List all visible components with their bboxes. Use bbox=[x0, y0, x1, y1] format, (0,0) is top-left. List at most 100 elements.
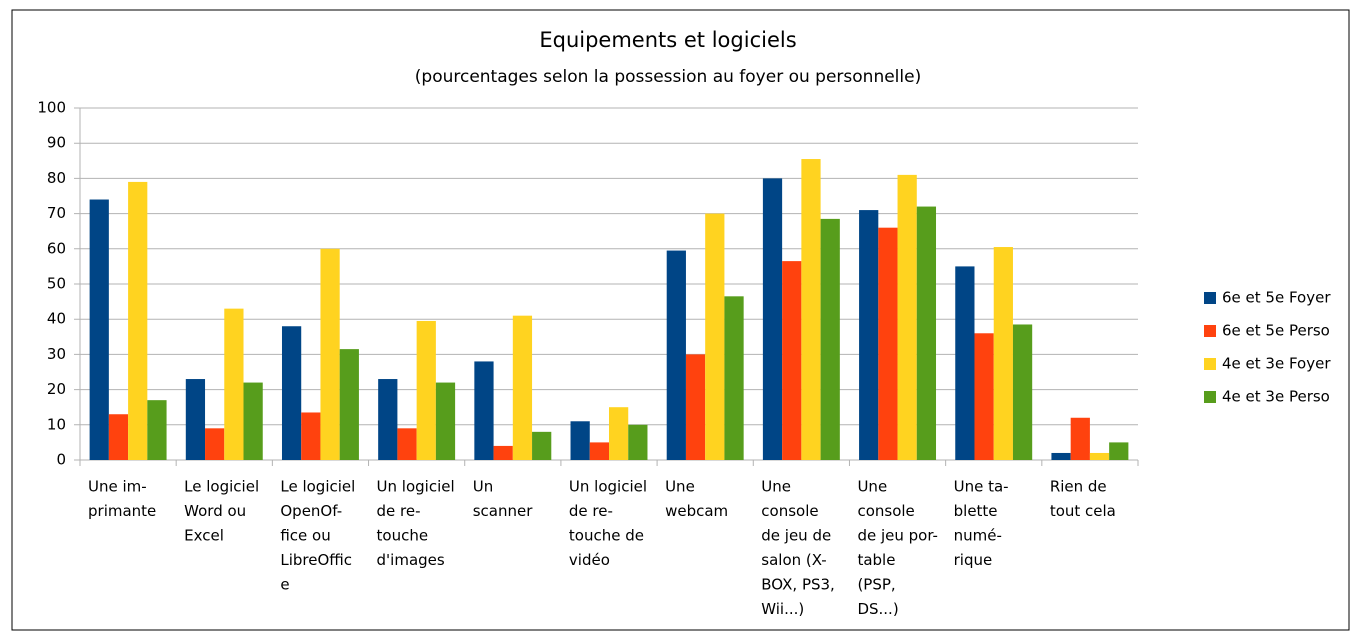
bar bbox=[878, 227, 898, 460]
y-tick-label: 80 bbox=[47, 169, 66, 187]
x-tick-label: table bbox=[857, 551, 895, 569]
bar bbox=[801, 159, 821, 461]
y-tick-label: 70 bbox=[47, 204, 66, 222]
x-tick-label: de jeu por- bbox=[857, 527, 938, 545]
x-tick-label: Une bbox=[857, 478, 887, 496]
bar bbox=[301, 412, 321, 460]
bar bbox=[916, 206, 937, 460]
bar bbox=[589, 442, 609, 460]
x-tick-label: Word ou bbox=[184, 502, 246, 520]
bar bbox=[435, 382, 456, 460]
bar bbox=[859, 210, 879, 460]
x-tick-label: Une ta- bbox=[954, 478, 1009, 496]
legend-label: 4e et 3e Perso bbox=[1222, 388, 1330, 406]
bar bbox=[1109, 442, 1129, 460]
bar bbox=[243, 382, 263, 460]
bar bbox=[1070, 417, 1090, 460]
bar bbox=[320, 248, 340, 460]
bar bbox=[570, 421, 590, 460]
bar bbox=[685, 354, 706, 460]
bar bbox=[281, 326, 302, 460]
bar bbox=[609, 407, 629, 460]
y-tick-label: 40 bbox=[47, 310, 66, 328]
y-tick-label: 90 bbox=[47, 134, 66, 152]
bar bbox=[532, 431, 552, 460]
x-tick-label: Une bbox=[665, 478, 695, 496]
y-tick-label: 20 bbox=[47, 380, 66, 398]
bar bbox=[185, 379, 206, 460]
y-tick-label: 30 bbox=[47, 345, 66, 363]
x-tick-label: de re- bbox=[569, 502, 613, 520]
bar bbox=[416, 320, 436, 460]
chart-subtitle: (pourcentages selon la possession au foy… bbox=[415, 67, 921, 87]
bar bbox=[897, 174, 917, 460]
bar bbox=[378, 379, 398, 460]
x-tick-label: de re- bbox=[377, 502, 421, 520]
x-tick-label: Le logiciel bbox=[184, 478, 259, 496]
x-tick-label: tout cela bbox=[1050, 502, 1116, 520]
x-tick-label: OpenOf- bbox=[280, 502, 342, 520]
bar bbox=[397, 428, 417, 460]
legend-swatch bbox=[1204, 325, 1216, 337]
x-tick-label: Le logiciel bbox=[280, 478, 355, 496]
x-tick-label: primante bbox=[88, 502, 156, 520]
legend-label: 6e et 5e Foyer bbox=[1222, 289, 1331, 307]
x-tick-label: BOX, PS3, bbox=[761, 576, 835, 594]
bar bbox=[89, 199, 109, 460]
bar bbox=[1089, 452, 1110, 460]
bar bbox=[339, 349, 359, 460]
x-tick-label: e bbox=[280, 576, 289, 594]
bar bbox=[782, 261, 802, 460]
bar bbox=[1012, 324, 1033, 460]
x-tick-label: scanner bbox=[473, 502, 533, 520]
bar bbox=[820, 218, 840, 460]
x-tick-label: touche bbox=[377, 527, 429, 545]
bar bbox=[512, 315, 533, 460]
x-tick-label: fice ou bbox=[280, 527, 330, 545]
bar bbox=[762, 178, 783, 460]
y-tick-label: 60 bbox=[47, 239, 66, 257]
chart-title: Equipements et logiciels bbox=[539, 28, 796, 52]
x-tick-label: touche de bbox=[569, 527, 644, 545]
bar bbox=[724, 296, 744, 460]
bar bbox=[974, 333, 994, 460]
x-tick-label: rique bbox=[954, 551, 993, 569]
legend-swatch bbox=[1204, 358, 1216, 370]
bar bbox=[108, 414, 129, 460]
bar bbox=[147, 400, 167, 460]
y-tick-label: 50 bbox=[47, 275, 66, 293]
bar bbox=[224, 308, 244, 460]
x-tick-label: Un bbox=[473, 478, 494, 496]
y-tick-label: 10 bbox=[47, 415, 66, 433]
y-tick-label: 0 bbox=[56, 451, 66, 469]
x-tick-label: numé- bbox=[954, 527, 1002, 545]
x-tick-label: Un logiciel bbox=[377, 478, 455, 496]
x-tick-label: webcam bbox=[665, 502, 728, 520]
x-tick-label: d'images bbox=[377, 551, 445, 569]
bar bbox=[493, 445, 513, 460]
x-tick-label: Excel bbox=[184, 527, 224, 545]
bar bbox=[474, 361, 494, 460]
bar bbox=[955, 266, 975, 460]
x-tick-label: DS...) bbox=[857, 600, 898, 618]
bar bbox=[205, 428, 225, 460]
bar bbox=[1051, 452, 1071, 460]
legend-swatch bbox=[1204, 391, 1216, 403]
x-tick-label: LibreOffic bbox=[280, 551, 352, 569]
x-tick-label: Une bbox=[761, 478, 791, 496]
legend-label: 4e et 3e Foyer bbox=[1222, 355, 1331, 373]
x-tick-label: console bbox=[761, 502, 818, 520]
x-tick-label: Un logiciel bbox=[569, 478, 647, 496]
legend-label: 6e et 5e Perso bbox=[1222, 322, 1330, 340]
bar bbox=[128, 181, 148, 461]
bar bbox=[993, 247, 1013, 460]
y-tick-label: 100 bbox=[37, 99, 66, 117]
bar bbox=[666, 250, 686, 460]
x-tick-label: Wii...) bbox=[761, 600, 804, 618]
x-tick-label: salon (X- bbox=[761, 551, 826, 569]
bar bbox=[628, 424, 648, 460]
x-tick-label: (PSP, bbox=[857, 576, 895, 594]
x-tick-label: vidéo bbox=[569, 551, 610, 569]
x-tick-label: console bbox=[857, 502, 914, 520]
